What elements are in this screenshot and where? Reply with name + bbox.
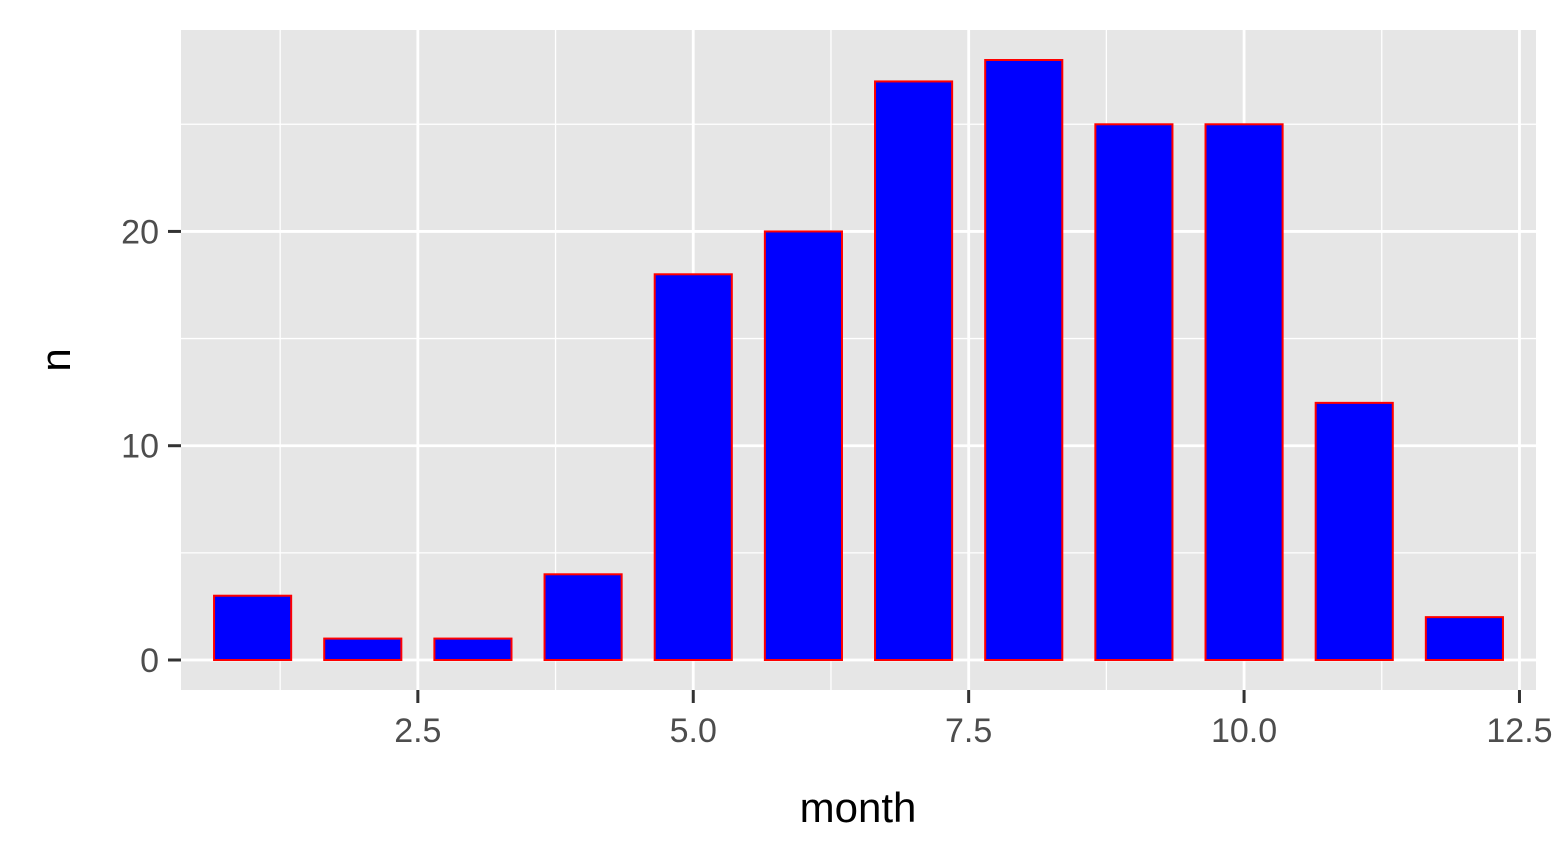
x-tick-label: 12.5 — [1486, 712, 1552, 750]
y-tick-label: 20 — [121, 213, 159, 251]
bar — [1094, 123, 1174, 662]
bar — [1314, 401, 1394, 661]
bar — [1424, 616, 1504, 662]
bars — [213, 59, 1504, 662]
bar — [213, 594, 293, 662]
bar — [433, 637, 513, 661]
bar — [763, 230, 843, 662]
bar — [543, 573, 623, 661]
y-axis-title: n — [32, 348, 79, 371]
x-tick-label: 5.0 — [670, 712, 717, 750]
bar — [984, 59, 1064, 661]
x-tick-label: 7.5 — [945, 712, 992, 750]
plot-panel — [181, 30, 1536, 690]
y-tick-label: 0 — [140, 642, 159, 680]
x-tick-label: 2.5 — [394, 712, 441, 750]
y-tick-label: 10 — [121, 428, 159, 466]
bar — [1204, 123, 1284, 662]
x-axis: 2.5 5.0 7.5 10.0 12.5 — [394, 690, 1553, 750]
bar — [323, 637, 403, 661]
x-axis-title: month — [800, 784, 917, 831]
y-axis: 0 10 20 — [121, 213, 181, 680]
bar — [653, 273, 733, 661]
bar — [874, 80, 954, 661]
x-tick-label: 10.0 — [1211, 712, 1277, 750]
